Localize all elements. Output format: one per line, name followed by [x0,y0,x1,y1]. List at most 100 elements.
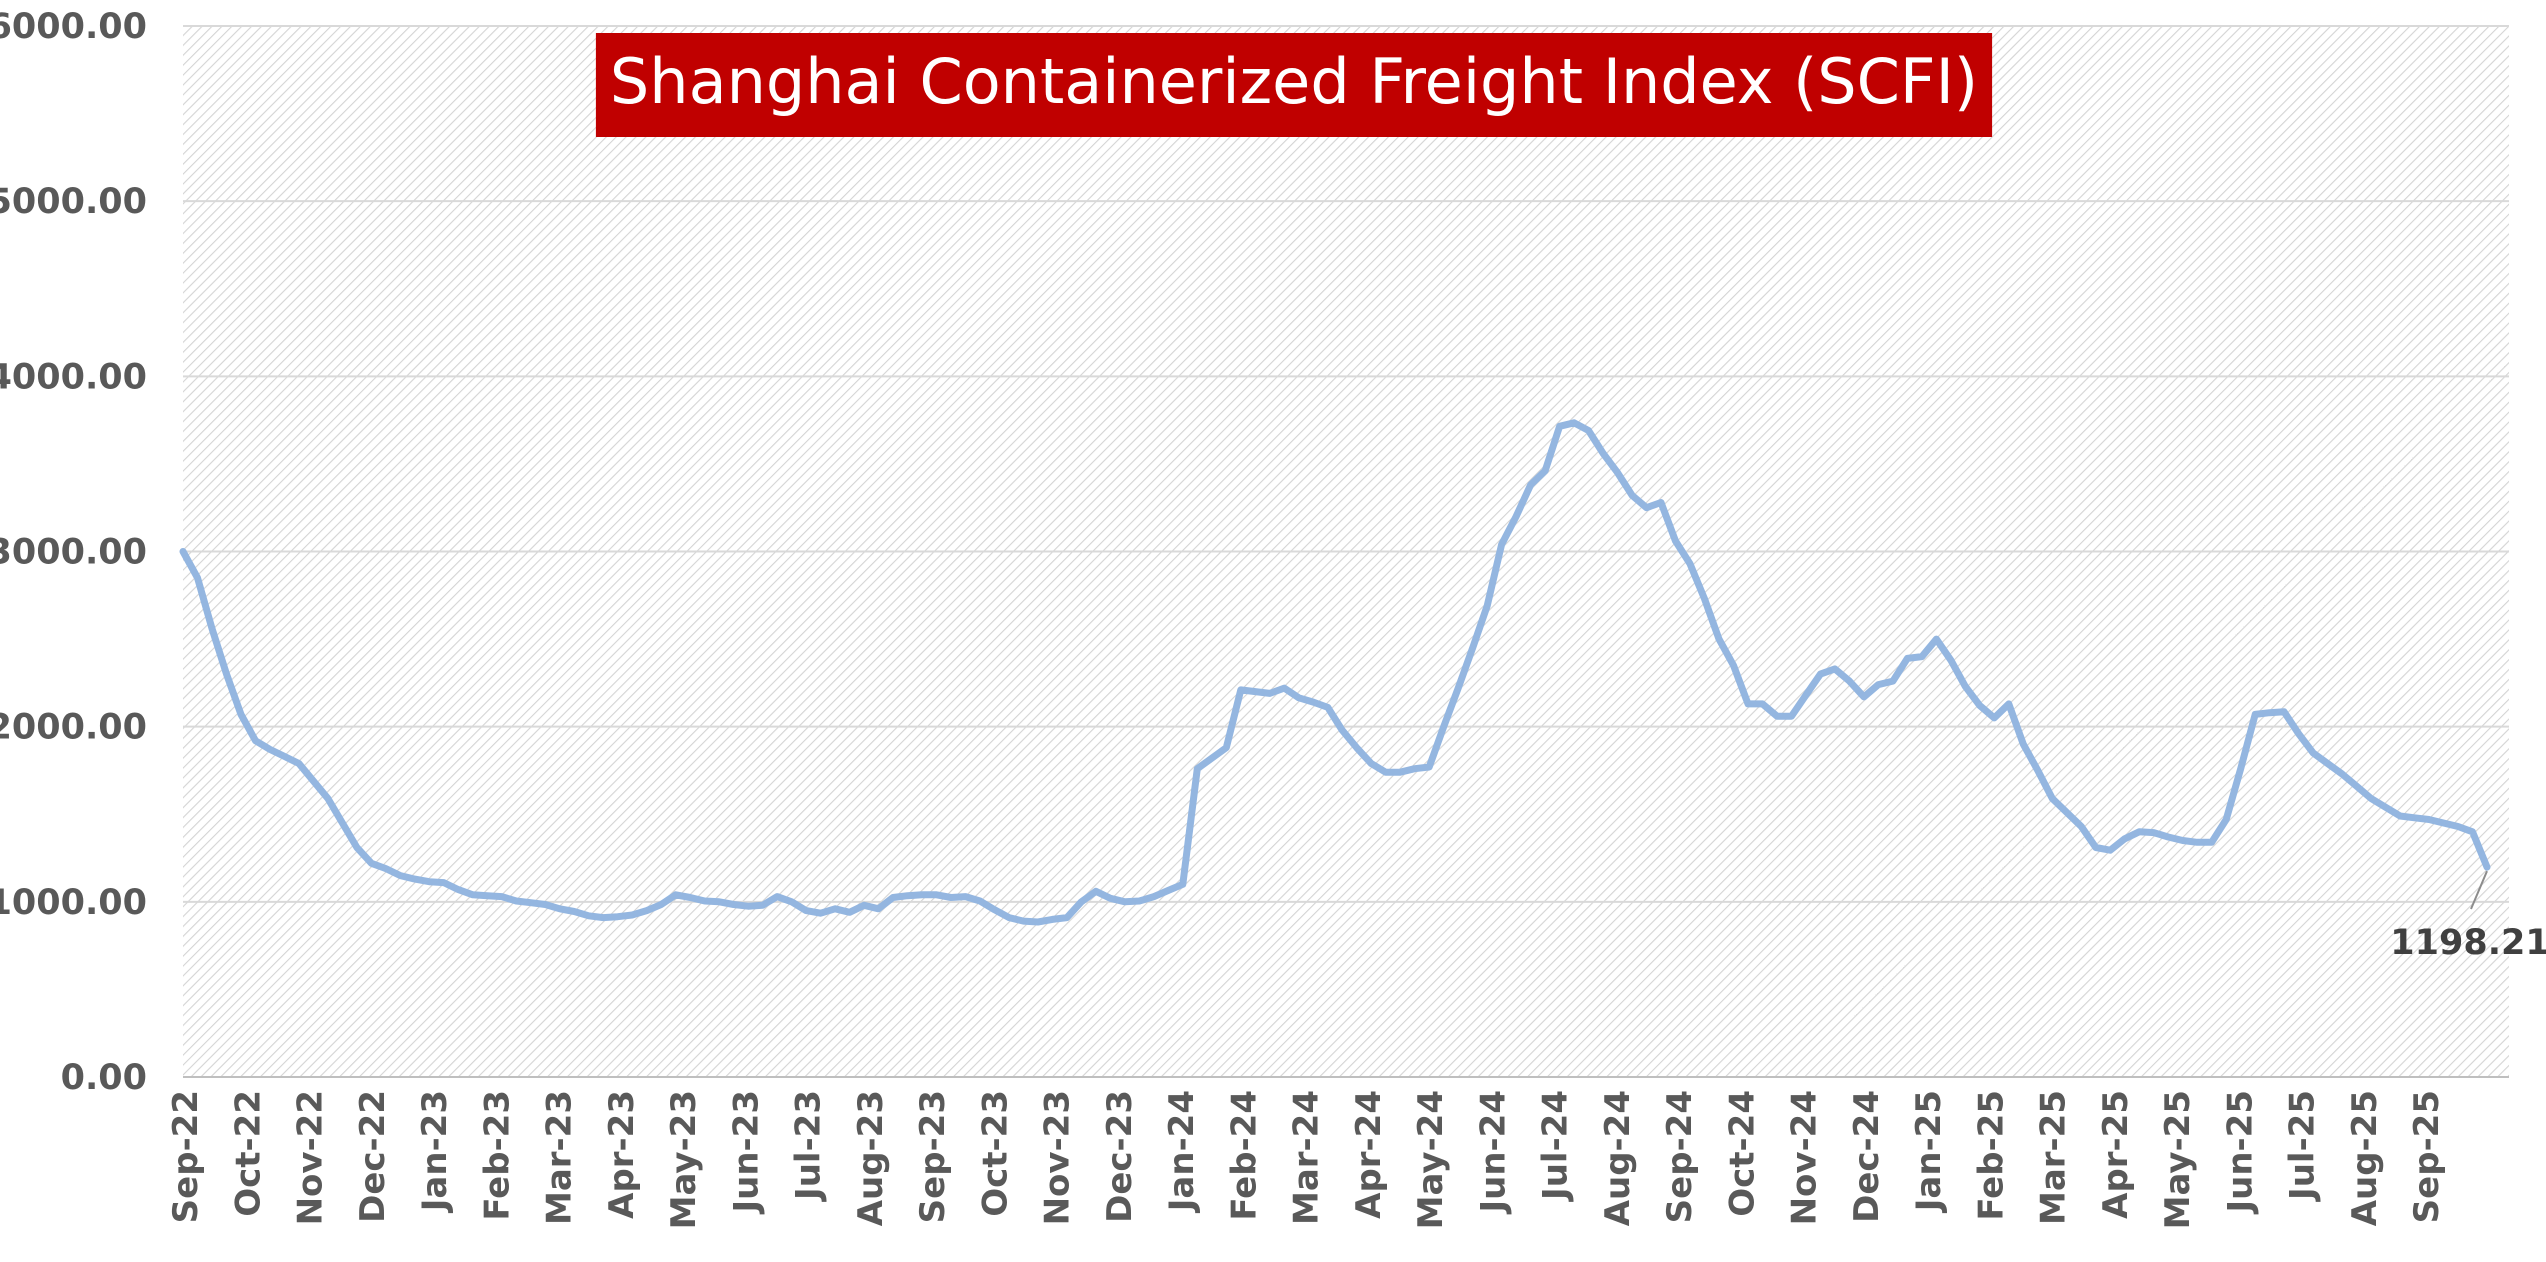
data-point [2079,825,2083,828]
y-tick-label: 5000.00 [0,182,147,222]
data-point [355,846,359,849]
data-point [1804,693,1808,697]
x-tick-label: Mar-25 [2034,1090,2074,1225]
data-point [790,900,794,904]
y-tick-label: 1000.00 [0,883,147,923]
data-point [1253,690,1257,694]
data-point [1384,770,1388,774]
x-tick-label: Dec-23 [1100,1090,1140,1223]
data-point [1616,471,1620,475]
data-point [2123,837,2127,841]
data-point [1326,705,1330,709]
data-point [485,894,489,898]
data-point [1427,765,1431,769]
data-point [659,903,663,906]
data-point [1340,728,1344,732]
data-point [2050,797,2054,800]
data-point [2036,769,2040,772]
data-point [500,895,504,899]
data-point [746,904,750,908]
data-point [616,915,620,919]
data-point [877,907,880,911]
data-point [239,712,243,716]
x-tick-label: Feb-25 [1971,1090,2011,1221]
data-point [1282,686,1286,690]
data-point [2311,751,2315,755]
x-tick-label: Jul-24 [1536,1090,1576,1202]
data-point [1558,424,1562,428]
data-point [1050,917,1054,921]
data-point [1761,702,1764,706]
data-point [891,896,895,899]
data-point [1195,767,1199,771]
data-point [2268,711,2272,715]
x-tick-label: Jun-25 [2220,1090,2260,1215]
data-point [471,893,475,897]
data-point [1775,714,1779,718]
data-point [196,576,199,580]
data-point [1355,746,1359,750]
data-point [225,672,228,676]
chart-title-background [595,33,1993,137]
x-tick-label: Feb-23 [477,1090,517,1221]
data-point [456,888,460,892]
data-point [1123,900,1127,904]
data-point [2326,762,2330,765]
data-point [1413,767,1417,771]
data-point [2181,839,2185,842]
data-point [949,896,953,899]
data-point [181,550,185,553]
data-point [862,903,866,907]
data-point [2021,742,2025,746]
x-tick-label: Apr-23 [602,1090,642,1219]
data-point [2253,712,2257,716]
data-point [2398,814,2402,818]
x-tick-label: Aug-24 [1598,1090,1638,1226]
data-point [1036,920,1040,924]
data-point [587,914,591,918]
data-point [514,899,518,903]
data-point [326,797,330,800]
data-point [1181,882,1185,886]
data-point [674,893,678,897]
data-point [2369,797,2373,800]
x-tick-label: Sep-25 [2407,1090,2447,1223]
data-point [297,762,301,765]
x-tick-label: Nov-23 [1038,1090,1078,1225]
data-point [1963,684,1967,688]
data-point [529,901,533,905]
data-point [1471,646,1475,650]
data-point [1239,688,1243,692]
data-point [1978,704,1982,708]
data-point [2384,805,2388,809]
data-point [1166,888,1170,892]
data-point [1659,501,1663,504]
data-point [1587,429,1591,433]
data-point [543,903,547,906]
data-point [1630,493,1634,497]
data-point [1905,656,1909,660]
data-point [2340,772,2344,776]
data-point [819,911,823,915]
data-point [384,867,388,871]
x-tick-label: Apr-24 [1349,1090,1389,1219]
data-point [1079,900,1083,904]
data-point [2224,818,2228,821]
data-point [369,861,373,865]
data-point [761,903,765,907]
data-point [2166,835,2170,839]
data-point [1645,506,1648,510]
data-point [2137,830,2141,834]
data-point [1601,451,1605,455]
x-tick-label: Jan-24 [1162,1090,1202,1213]
last-value-label: 1198.21 [2390,923,2546,963]
data-point [572,910,576,913]
data-point [1529,483,1533,487]
data-point [717,900,721,904]
data-point [2471,830,2474,834]
data-point [2152,831,2156,835]
data-point [1934,637,1938,641]
data-point [1891,679,1895,683]
data-point [1833,667,1837,671]
data-point [1572,421,1576,425]
